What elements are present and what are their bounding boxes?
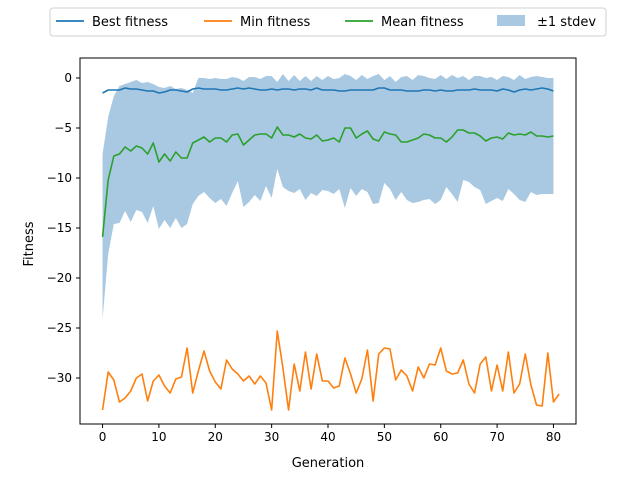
x-tick-label: 0 <box>99 430 107 444</box>
y-tick-label: −20 <box>47 271 72 285</box>
legend-swatch-stdev <box>497 15 525 26</box>
x-tick-label: 30 <box>264 430 279 444</box>
y-tick-label: −30 <box>47 371 72 385</box>
y-tick-label: −10 <box>47 171 72 185</box>
legend: Best fitness Min fitness Mean fitness ±1… <box>49 7 607 37</box>
x-tick-label: 50 <box>377 430 392 444</box>
x-tick-label: 60 <box>433 430 448 444</box>
series-line-min-fitness <box>101 330 560 411</box>
x-tick-label: 10 <box>151 430 166 444</box>
series-line-best-fitness <box>102 87 554 94</box>
y-tick-label: −5 <box>54 121 72 135</box>
legend-label-min: Min fitness <box>240 15 310 30</box>
x-axis-label: Generation <box>292 456 365 471</box>
x-tick-label: 40 <box>320 430 335 444</box>
stdev-band <box>102 74 554 319</box>
legend-label-best: Best fitness <box>92 15 168 30</box>
series-line-mean-fitness <box>101 126 554 238</box>
x-tick-label: 70 <box>489 430 504 444</box>
y-ticks: 0 −5 −10 −15 −20 −25 −30 <box>47 71 80 385</box>
stdev-band-layer <box>102 74 554 319</box>
legend-label-stdev: ±1 stdev <box>537 15 596 30</box>
y-tick-label: −15 <box>47 221 72 235</box>
y-axis-label: Fitness <box>22 221 37 266</box>
y-tick-label: −25 <box>47 321 72 335</box>
series-lines-layer <box>101 87 560 411</box>
x-tick-label: 20 <box>208 430 223 444</box>
legend-frame <box>49 7 607 37</box>
x-tick-label: 80 <box>546 430 561 444</box>
y-tick-label: 0 <box>64 71 72 85</box>
x-ticks: 0 10 20 30 40 50 60 70 80 <box>99 424 561 444</box>
legend-label-mean: Mean fitness <box>381 15 464 30</box>
